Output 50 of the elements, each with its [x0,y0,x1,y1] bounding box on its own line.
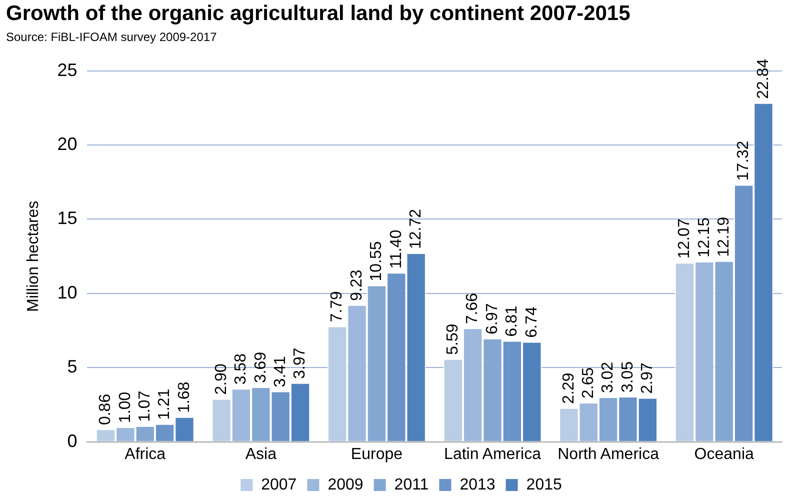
data-label: 3.41 [272,356,290,388]
data-label: 12.19 [716,216,733,257]
x-tick-label: Africa [124,446,166,463]
data-label: 3.02 [600,362,617,393]
y-axis-title: Million hectares [25,200,42,312]
y-tick-label: 15 [57,208,78,228]
data-label: 10.55 [368,241,386,282]
data-label: 3.97 [292,348,309,379]
y-tick-label: 10 [57,282,78,302]
legend-label: 2007 [261,476,297,494]
chart-subtitle: Source: FiBL-IFOAM survey 2009-2017 [6,30,217,44]
x-tick-label: Europe [350,446,403,463]
data-label: 1.07 [136,390,154,422]
chart-title: Growth of the organic agricultural land by continent 2007-2015 [6,2,630,26]
data-label: 11.40 [388,230,405,269]
legend-label: 2013 [460,476,496,494]
data-label: 2.65 [580,367,598,398]
y-tick-label: 25 [57,60,78,80]
data-label: 2.90 [212,364,230,395]
data-label: 3.69 [252,352,270,384]
data-label: 3.05 [619,361,636,393]
data-label: 3.58 [232,353,250,385]
data-label: 6.97 [484,303,501,334]
data-label: 2.97 [639,362,656,394]
data-label: 9.23 [348,270,366,301]
data-label: 7.79 [328,290,346,322]
data-label: 6.74 [523,306,540,338]
x-tick-label: North America [558,446,660,463]
data-label: 1.68 [176,382,193,413]
legend-label: 2015 [526,476,562,494]
data-label: 7.66 [464,292,482,324]
y-tick-label: 0 [67,430,78,451]
x-tick-label: Oceania [694,446,754,463]
data-label: 0.86 [97,394,114,426]
x-tick-label: Asia [245,446,277,463]
y-tick-label: 20 [57,134,78,154]
data-label: 5.59 [444,324,462,355]
data-label: 6.81 [504,305,521,337]
legend-label: 2009 [328,476,364,494]
data-label: 12.72 [407,208,424,250]
data-label: 22.84 [754,58,772,99]
data-label: 12.07 [676,218,694,259]
data-label: 17.32 [735,140,752,181]
data-label: 1.00 [116,392,134,423]
data-label: 12.15 [696,217,713,258]
y-tick-label: 5 [67,356,78,377]
data-label: 1.21 [156,388,174,420]
data-label: 2.29 [560,372,578,404]
legend-label: 2011 [394,476,429,494]
x-tick-label: Latin America [444,446,542,463]
